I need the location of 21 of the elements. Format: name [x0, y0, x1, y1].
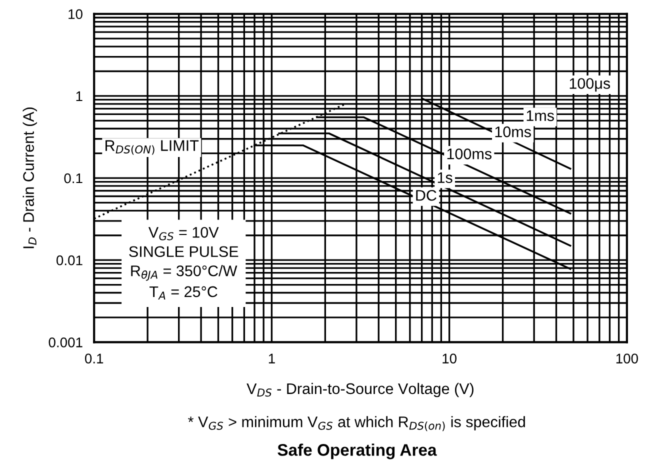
text: Safe Operating Area: [278, 444, 437, 460]
series-label: DC: [416, 190, 436, 201]
series-label: 100ms: [447, 148, 492, 160]
x-tick-label: 1: [268, 354, 275, 364]
y-tick-label: 0.1: [64, 173, 82, 184]
x-tick-label: 100: [616, 354, 638, 364]
y-tick-label: 0.001: [48, 337, 82, 348]
series-label: 10ms: [495, 126, 531, 138]
series-label: R$_{DS(ON)}$ LIMIT: [106, 140, 199, 155]
y-tick-label: 1: [76, 91, 82, 101]
x-tick-label: 10: [442, 354, 457, 364]
y-tick-label: 10: [68, 9, 82, 20]
y-tick-label: 0.01: [56, 255, 82, 266]
y-axis-title: I$_{D}$ - Drain Current (A): [22, 108, 38, 248]
series-label: 1s: [438, 172, 452, 184]
x-axis-title: V$_{DS}$ - Drain-to-Source Voltage (V): [246, 382, 474, 398]
text: V$_{GS}$ = 10V SINGLE PULSE R$_{θJA}$ = 350°C/W T$_{A}$ = 25°C: [129, 226, 238, 300]
annotation: 1ms: [526, 110, 554, 122]
x-tick-label: 0.1: [84, 354, 104, 364]
annotation: 100μs: [570, 78, 610, 92]
text: * V$_{GS}$ > minimum V$_{GS}$ at which R$_{DS(on)}$ is specified: [188, 416, 525, 432]
